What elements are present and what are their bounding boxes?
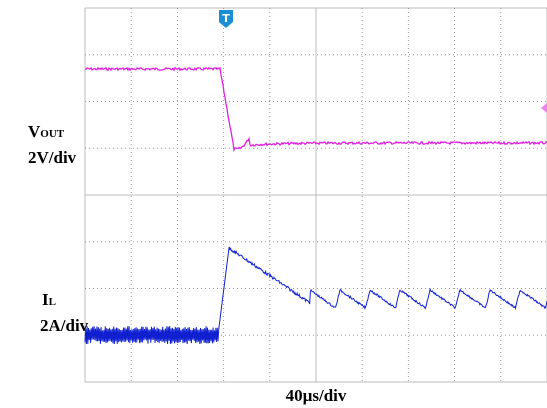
vout-trace xyxy=(84,66,547,153)
channel-2-scale: 2A/div xyxy=(40,316,89,335)
grid xyxy=(85,8,547,382)
il-trace xyxy=(84,246,547,345)
channel-1-label: VOUT xyxy=(28,122,65,141)
timebase-label: 40µs/div xyxy=(286,386,347,405)
trigger-marker xyxy=(219,10,233,28)
trigger-label: T xyxy=(222,12,230,25)
level-marker xyxy=(541,103,547,113)
channel-1-scale: 2V/div xyxy=(28,148,77,167)
channel-2-label: IL xyxy=(42,290,56,309)
